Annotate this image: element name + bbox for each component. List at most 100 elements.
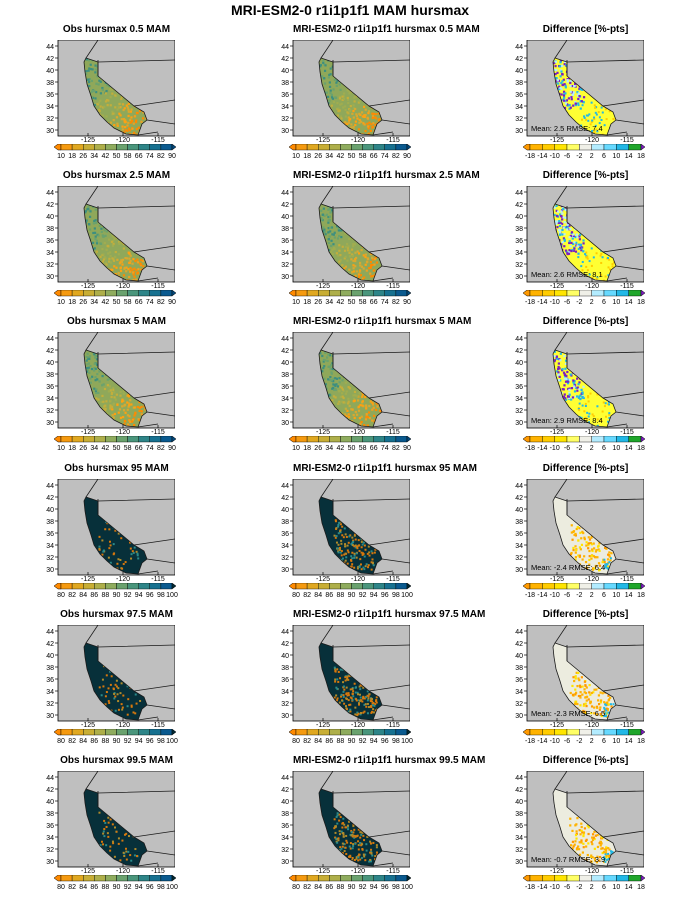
colorbar-label: 100 bbox=[401, 738, 413, 745]
lat-tick-label: 34 bbox=[281, 250, 289, 257]
lat-tick-label: 42 bbox=[46, 641, 54, 648]
state-land bbox=[84, 350, 147, 427]
map-panel-model: MRI-ESM2-0 r1i1p1f1 hursmax 95 MAM 44 42 40… bbox=[281, 463, 477, 607]
map-diff: 44 42 40 38 36 34 32 30 -125 -120 -115 Mean: -2.4 R… bbox=[515, 479, 644, 583]
colorbar-swatch bbox=[160, 144, 173, 151]
colorbar-label: 74 bbox=[146, 299, 154, 306]
colorbar-swatch bbox=[566, 290, 580, 297]
colorbar-swatch bbox=[329, 144, 341, 151]
colorbar-label: 42 bbox=[337, 299, 345, 306]
colorbar-label: 94 bbox=[370, 738, 378, 745]
map-obs: 44 42 40 38 36 34 32 30 -125 -120 -115 bbox=[46, 625, 175, 729]
lat-tick-label: 34 bbox=[46, 250, 54, 257]
lat-tick-label: 32 bbox=[46, 116, 54, 123]
colorbar-swatch bbox=[149, 436, 162, 443]
colorbar-label: 58 bbox=[359, 299, 367, 306]
lat-tick-label: 36 bbox=[46, 238, 54, 245]
lat-tick-label: 30 bbox=[46, 859, 54, 866]
colorbar: 80 82 84 86 88 90 92 94 96 98 100 bbox=[54, 583, 178, 599]
colorbar-swatch bbox=[71, 583, 84, 590]
lat-tick-label: 38 bbox=[46, 226, 54, 233]
lon-tick-label: -125 bbox=[81, 576, 95, 583]
colorbar-label: 58 bbox=[124, 445, 132, 452]
colorbar-label: 98 bbox=[157, 884, 165, 891]
lat-tick-label: 42 bbox=[515, 495, 523, 502]
map-panel-obs: Obs hursmax 0.5 MAM 44 42 40 38 36 34 32 30 -125 -… bbox=[46, 24, 177, 168]
colorbar-label: 50 bbox=[113, 153, 121, 160]
california-border bbox=[552, 57, 617, 136]
colorbar-swatch bbox=[384, 583, 397, 590]
lat-tick-label: 32 bbox=[281, 847, 289, 854]
california-border bbox=[318, 642, 383, 721]
lat-tick-label: 42 bbox=[281, 202, 289, 209]
colorbar: 10 18 26 34 42 50 58 66 74 82 90 bbox=[54, 290, 177, 306]
neighbor-borders bbox=[554, 40, 644, 136]
neighbor-borders bbox=[85, 625, 175, 721]
colorbar-swatch bbox=[60, 875, 73, 882]
colorbar-label: 50 bbox=[113, 445, 121, 452]
colorbar-swatch bbox=[579, 583, 592, 590]
colorbar-swatch bbox=[373, 875, 385, 882]
colorbar-label: 92 bbox=[359, 884, 367, 891]
colorbar-label: 2 bbox=[590, 445, 594, 452]
lat-tick-label: 44 bbox=[281, 629, 289, 636]
colorbar-swatch bbox=[306, 583, 319, 590]
colorbar-swatch bbox=[160, 875, 173, 882]
lat-tick-label: 44 bbox=[46, 44, 54, 51]
colorbar-label: 100 bbox=[401, 592, 413, 599]
lat-tick-label: 30 bbox=[281, 713, 289, 720]
colorbar-swatch bbox=[340, 875, 352, 882]
state-land bbox=[84, 643, 147, 720]
map-panel-obs: Obs hursmax 95 MAM 44 42 40 38 36 34 32 30 -125 -1… bbox=[46, 463, 178, 607]
map-panel-diff: Difference [%-pts] 44 42 40 38 36 34 32 30 -125 -1… bbox=[515, 316, 646, 460]
colorbar-swatch bbox=[306, 144, 319, 151]
lat-tick-label: 32 bbox=[46, 408, 54, 415]
colorbar-label: 86 bbox=[325, 884, 333, 891]
colorbar-swatch bbox=[94, 875, 106, 882]
lat-tick-label: 36 bbox=[46, 384, 54, 391]
lat-tick-label: 30 bbox=[46, 128, 54, 135]
colorbar-swatch bbox=[373, 729, 385, 736]
lat-tick-label: 44 bbox=[515, 775, 523, 782]
colorbar-swatch bbox=[94, 729, 106, 736]
lat-tick-label: 34 bbox=[281, 104, 289, 111]
neighbor-borders bbox=[85, 479, 175, 575]
california-border bbox=[83, 788, 148, 867]
colorbar-swatch bbox=[340, 729, 352, 736]
lat-tick-label: 36 bbox=[281, 531, 289, 538]
colorbar-swatch bbox=[116, 144, 128, 151]
colorbar-swatch bbox=[83, 583, 95, 590]
lon-tick-label: -120 bbox=[585, 868, 599, 875]
colorbar-label: 94 bbox=[135, 738, 143, 745]
lon-tick-label: -120 bbox=[585, 137, 599, 144]
lat-tick-label: 38 bbox=[46, 80, 54, 87]
colorbar-label: 100 bbox=[166, 592, 178, 599]
lon-tick-label: -125 bbox=[316, 137, 330, 144]
map-model: 44 42 40 38 36 34 32 30 -125 -120 -115 bbox=[281, 771, 410, 875]
colorbar-swatch bbox=[94, 436, 106, 443]
colorbar-swatch bbox=[318, 144, 330, 151]
lat-tick-label: 30 bbox=[281, 128, 289, 135]
colorbar-swatch bbox=[616, 290, 629, 297]
colorbar-label: -2 bbox=[576, 153, 582, 160]
lat-tick-label: 42 bbox=[515, 641, 523, 648]
lat-tick-label: 30 bbox=[46, 713, 54, 720]
colorbar-label: 86 bbox=[325, 592, 333, 599]
colorbar-swatch bbox=[373, 436, 385, 443]
colorbar-label: 14 bbox=[625, 153, 633, 160]
colorbar-label: 84 bbox=[79, 592, 87, 599]
map-panel-diff: Difference [%-pts] 44 42 40 38 36 34 32 30 -125 -1… bbox=[515, 24, 646, 168]
colorbar-swatch bbox=[160, 436, 173, 443]
map-panel-diff: Difference [%-pts] 44 42 40 38 36 34 32 30 -125 -1… bbox=[515, 170, 646, 314]
lat-tick-label: 38 bbox=[46, 372, 54, 379]
lat-tick-label: 32 bbox=[281, 555, 289, 562]
colorbar-swatch bbox=[579, 144, 592, 151]
lat-tick-label: 30 bbox=[515, 420, 523, 427]
colorbar-label: 10 bbox=[612, 445, 620, 452]
lat-tick-label: 42 bbox=[515, 787, 523, 794]
lon-tick-label: -120 bbox=[116, 137, 130, 144]
colorbar-swatch bbox=[116, 290, 128, 297]
panel-title: MRI-ESM2-0 r1i1p1f1 hursmax 5 MAM bbox=[293, 316, 472, 327]
colorbar-label: 14 bbox=[625, 738, 633, 745]
lat-tick-label: 34 bbox=[515, 689, 523, 696]
